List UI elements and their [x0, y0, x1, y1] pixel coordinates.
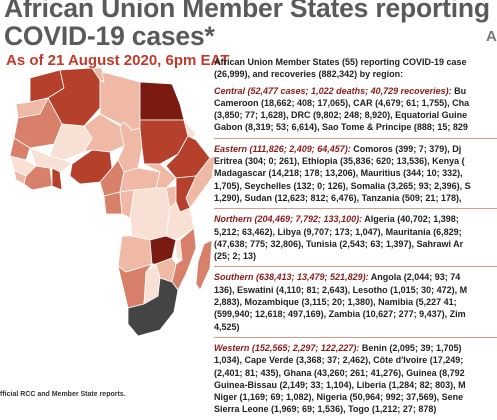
region-heading: Western (152,565; 2,297; 122,227): — [214, 342, 360, 353]
region-drc — [129, 187, 171, 241]
africa-map — [9, 68, 215, 337]
summary-intro: African Union Member States (55) reporti… — [214, 56, 497, 81]
region-first-line: Northern (204,469; 7,792; 133,100): Alge… — [214, 213, 497, 225]
region-first-line-text: Benin (2,095; 39; 1,705) — [359, 342, 462, 353]
region-line: Eritrea (304; 0; 261), Ethiopia (35,836;… — [214, 156, 465, 167]
region-south-africa — [127, 277, 179, 337]
region-line: 2,883), Mozambique (3,115; 20; 1,380), N… — [214, 297, 457, 308]
region-gabon — [103, 191, 123, 215]
region-line: Guinea-Bissau (2,149; 33; 1,104), Liberi… — [214, 379, 466, 390]
summary-intro-line-2: (26,999), and recoveries (882,342) by re… — [214, 69, 404, 80]
region-madagascar — [195, 239, 213, 291]
region-line: 136), Eswatini (4,110; 81; 2,643), Lesot… — [214, 284, 468, 295]
page-title: African Union Member States reporting CO… — [4, 0, 497, 50]
region-line: 5,212; 63,462), Libya (9,707; 173; 1,047… — [214, 226, 462, 237]
region-line: (47,638; 775; 32,806), Tunisia (2,543; 6… — [214, 238, 464, 249]
region-first-line: Central (52,477 cases; 1,022 deaths; 40,… — [214, 85, 497, 97]
region-first-line-text: Bu — [451, 85, 467, 96]
region-block-western: Western (152,565; 2,297; 122,227): Benin… — [214, 342, 497, 416]
region-line: 1,290), Sudan (12,623; 812; 6,476), Tanz… — [214, 192, 462, 203]
divider — [214, 336, 497, 338]
summary-intro-line-1: African Union Member States (55) reporti… — [214, 57, 467, 67]
as-of-date: As of 21 August 2020, 6pm EAT — [6, 52, 230, 69]
region-line: Cameroon (18,662; 408; 17,065), CAR (4,6… — [214, 97, 470, 108]
region-block-northern: Northern (204,469; 7,792; 133,100): Alge… — [214, 213, 497, 262]
region-line: (3,850; 77; 1,628), DRC (9,802; 248; 8,9… — [214, 110, 468, 121]
divider — [214, 137, 497, 139]
region-line: (599,940; 12,618; 497,169), Zambia (10,6… — [214, 309, 466, 320]
region-first-line-text: Comoros (399; 7; 379), Dj — [350, 143, 462, 154]
summary-panel: African Union Member States (55) reporti… — [214, 56, 497, 420]
region-ghana — [51, 167, 63, 191]
region-heading: Eastern (111,826; 2,409; 64,457): — [214, 143, 351, 154]
region-egypt — [139, 81, 185, 121]
region-first-line-text: Angola (2,044; 93; 74 — [368, 272, 461, 283]
region-first-line: Southern (638,413; 13,479; 521,829): Ang… — [214, 271, 497, 283]
region-line: Madagascar (14,218; 178; 13,206), Maurit… — [214, 168, 463, 179]
source-note: fficial RCC and Member State reports. — [0, 391, 126, 398]
region-heading: Southern (638,413; 13,479; 521,829): — [214, 272, 369, 283]
region-line: (25; 2; 13) — [214, 251, 257, 262]
divider — [214, 266, 497, 268]
region-first-line-text: Algeria (40,702; 1,398; — [362, 214, 459, 225]
region-line: 4,525) — [214, 321, 240, 332]
region-line: Sierra Leone (1,969; 69; 1,536), Togo (1… — [214, 404, 437, 415]
region-line: (2,401; 81; 435), Ghana (43,260; 261; 41… — [214, 367, 465, 378]
region-block-southern: Southern (638,413; 13,479; 521,829): Ang… — [214, 271, 497, 332]
region-block-eastern: Eastern (111,826; 2,409; 64,457): Comoro… — [214, 143, 497, 204]
region-heading: Central (52,477 cases; 1,022 deaths; 40,… — [214, 85, 452, 96]
corner-text: A — [486, 28, 497, 45]
region-line: Gabon (8,319; 53; 6,614), Sao Tome & Pri… — [214, 122, 468, 133]
region-line: Niger (1,169; 69; 1,082), Nigeria (50,96… — [214, 392, 464, 403]
region-heading: Northern (204,469; 7,792; 133,100): — [214, 214, 363, 225]
title-line-1: African Union Member States reporting — [4, 0, 490, 23]
region-first-line: Western (152,565; 2,297; 122,227): Benin… — [214, 342, 497, 354]
title-line-2: COVID-19 cases* — [4, 21, 215, 51]
region-first-line: Eastern (111,826; 2,409; 64,457): Comoro… — [214, 143, 497, 155]
region-line: 1,705), Seychelles (132; 0; 126), Somali… — [214, 180, 471, 191]
region-line: 1,034), Cape Verde (3,368; 37; 2,462), C… — [214, 355, 464, 366]
region-block-central: Central (52,477 cases; 1,022 deaths; 40,… — [214, 85, 497, 134]
divider — [214, 208, 497, 210]
